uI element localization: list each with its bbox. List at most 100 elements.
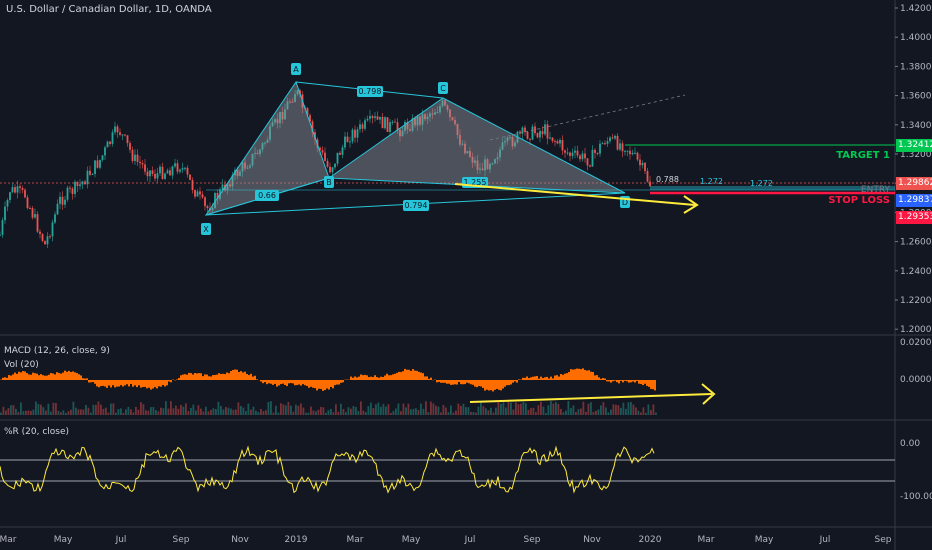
willr-line[interactable] xyxy=(0,445,655,494)
candle-body xyxy=(56,203,59,215)
macd-bar xyxy=(320,380,322,389)
volume-bar xyxy=(452,412,455,415)
macd-legend[interactable]: MACD (12, 26, close, 9) xyxy=(4,346,110,356)
candle-body xyxy=(621,143,624,152)
willr-axis-top: 0.00 xyxy=(900,439,920,449)
candle-body xyxy=(546,124,549,139)
time-axis[interactable]: Mar May Jul Sep Nov 2019 Mar May Jul Sep Nov 2020 Ma… xyxy=(0,535,892,545)
candle-body xyxy=(101,155,104,160)
candle-body xyxy=(564,150,566,153)
candle-body xyxy=(349,141,351,143)
point-label-c: C xyxy=(440,84,446,93)
candle-body xyxy=(489,164,491,170)
volume-bar xyxy=(7,407,10,415)
candle-body xyxy=(571,152,574,156)
volume-bar xyxy=(157,411,160,415)
candle-series[interactable] xyxy=(0,88,651,249)
macd-bar xyxy=(262,380,264,384)
volume-bar xyxy=(575,412,577,415)
candle-body xyxy=(171,166,174,176)
macd-bar xyxy=(14,372,16,380)
macd-bar xyxy=(68,370,70,380)
macd-bar xyxy=(502,380,504,389)
macd-bar xyxy=(490,380,492,391)
volume-legend[interactable]: Vol (20) xyxy=(4,360,39,370)
macd-bar xyxy=(12,374,14,380)
candle-body xyxy=(309,115,311,122)
volume-bar xyxy=(520,403,522,415)
macd-bar xyxy=(378,377,380,380)
macd-bar xyxy=(110,380,112,388)
volume-bar xyxy=(572,405,575,415)
macd-bar xyxy=(32,372,34,380)
volume-bar xyxy=(445,407,447,415)
volume-bar xyxy=(495,407,497,415)
candle-body xyxy=(649,181,651,187)
volume-bar xyxy=(415,408,417,415)
volume-bar xyxy=(315,411,317,415)
price-axis[interactable]: 1.42000 1.40000 1.38000 1.36000 1.34000 1.320… xyxy=(895,4,932,335)
volume-bar xyxy=(320,406,322,415)
macd-bar xyxy=(624,380,626,381)
macd-bar xyxy=(26,373,28,380)
candle-body xyxy=(96,160,99,168)
macd-bar xyxy=(184,374,186,380)
volume-bar xyxy=(277,412,280,415)
candle-body xyxy=(519,131,521,134)
macd-bar xyxy=(50,373,52,380)
macd-bar xyxy=(600,378,602,380)
volume-bar xyxy=(395,408,397,415)
macd-bar xyxy=(218,373,220,380)
candle-body xyxy=(419,116,421,125)
harmonic-pattern[interactable] xyxy=(204,80,895,216)
macd-bar xyxy=(98,380,100,388)
macd-bar xyxy=(524,377,526,380)
macd-bar xyxy=(302,380,304,385)
candle-body xyxy=(514,142,516,147)
willr-legend[interactable]: %R (20, close) xyxy=(4,427,70,437)
time-axis-label: May xyxy=(402,535,421,545)
macd-bar xyxy=(56,372,58,380)
volume-bar xyxy=(100,404,102,415)
candle-body xyxy=(464,143,466,154)
macd-bar xyxy=(372,377,374,380)
macd-bar xyxy=(118,380,120,387)
candle-body xyxy=(174,163,176,167)
volume-bar xyxy=(220,405,222,415)
volume-bar xyxy=(110,403,112,415)
volume-bar xyxy=(600,405,602,415)
candle-body xyxy=(1,220,4,235)
macd-bar xyxy=(60,373,62,380)
volume-bar xyxy=(345,412,347,415)
price-axis-label: 1.38000 xyxy=(900,62,932,72)
macd-histogram[interactable] xyxy=(0,368,656,392)
candle-body xyxy=(324,152,326,161)
macd-bar xyxy=(368,377,370,380)
candle-body xyxy=(244,162,246,169)
volume-bar xyxy=(552,403,555,415)
macd-bar xyxy=(132,380,134,387)
volume-bar xyxy=(102,408,105,415)
macd-bar xyxy=(442,380,444,383)
candle-body xyxy=(266,139,269,143)
macd-bar xyxy=(106,380,108,388)
volume-bar xyxy=(135,406,137,415)
macd-bar xyxy=(648,380,650,387)
candle-body xyxy=(434,112,436,115)
macd-bar xyxy=(356,377,358,380)
macd-bar xyxy=(644,380,646,384)
ratio-label-ext2: 1.272 xyxy=(750,179,773,188)
trade-levels[interactable]: TARGET 1 ENTRY STOP LOSS xyxy=(625,144,895,206)
volume-bar xyxy=(90,412,92,415)
macd-bar xyxy=(406,369,408,380)
candle-body xyxy=(404,121,406,131)
candle-body xyxy=(86,170,89,185)
macd-bar xyxy=(92,380,94,383)
volume-bar xyxy=(397,403,400,415)
macd-bar xyxy=(298,380,300,385)
volume-bar xyxy=(200,408,202,415)
volume-bar xyxy=(250,409,252,415)
macd-bar xyxy=(606,380,608,382)
candle-body xyxy=(16,186,19,193)
